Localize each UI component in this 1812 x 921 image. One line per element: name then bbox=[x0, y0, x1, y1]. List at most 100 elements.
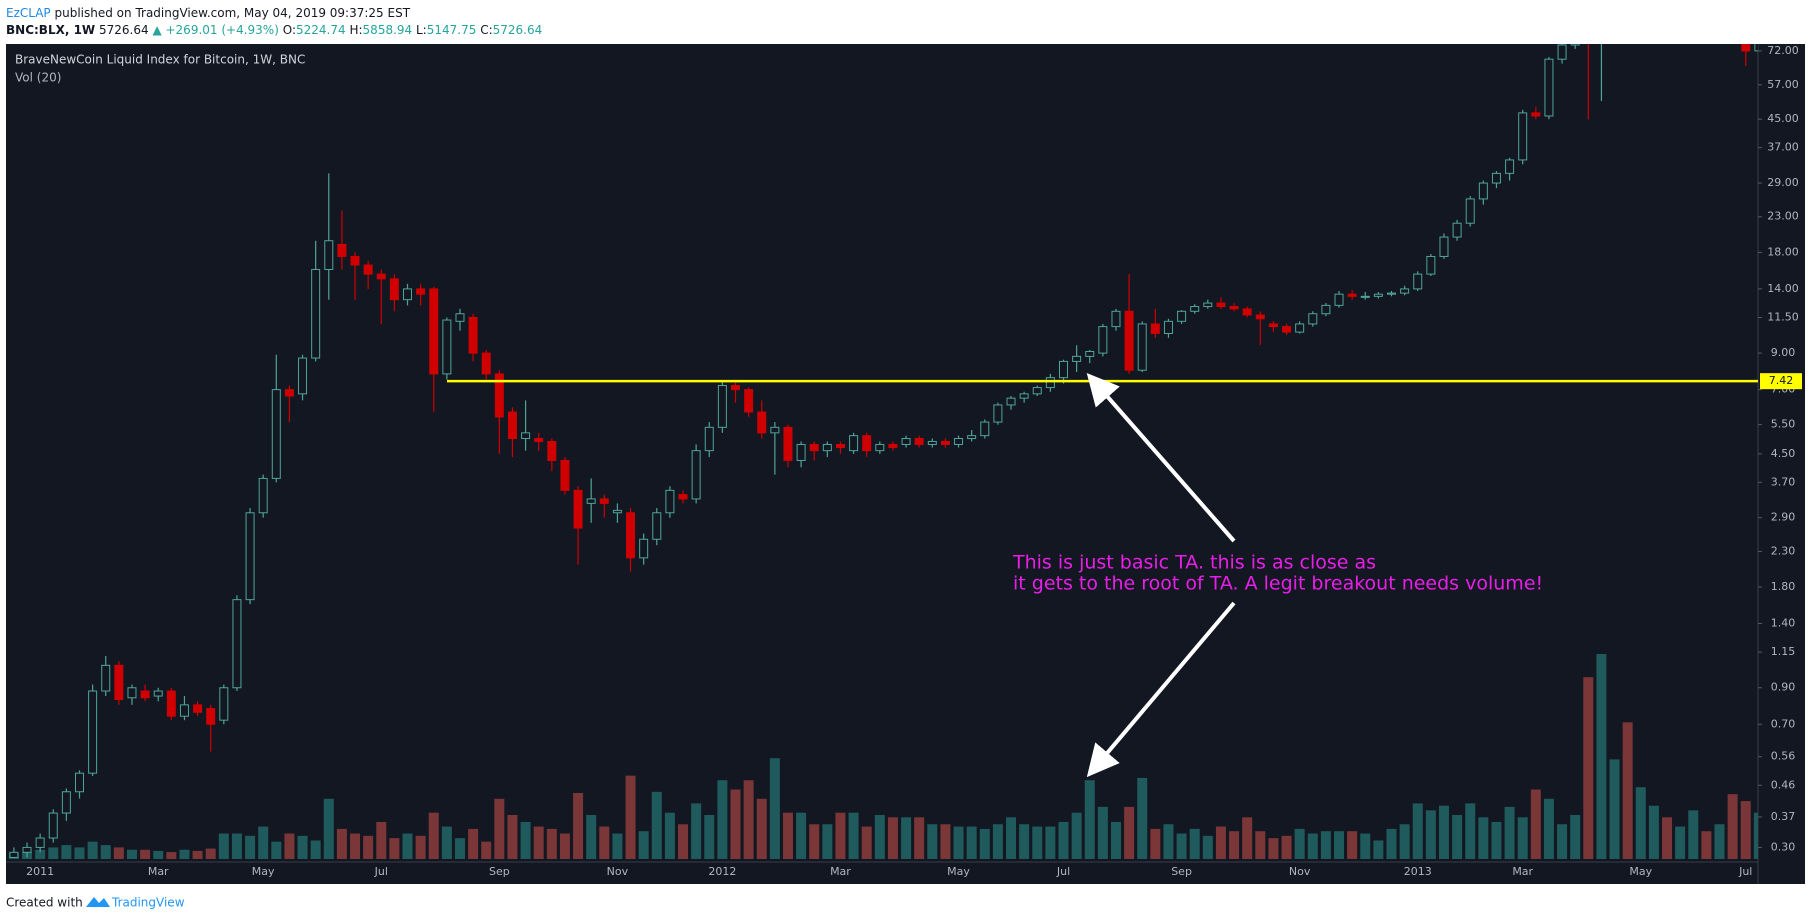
volume-bar bbox=[1504, 806, 1515, 859]
volume-bar bbox=[271, 841, 282, 859]
candle-body bbox=[888, 443, 898, 449]
candle-body bbox=[809, 443, 819, 452]
volume-bar bbox=[1648, 805, 1659, 859]
volume-bar bbox=[1727, 794, 1738, 859]
candle-body bbox=[219, 687, 229, 721]
volume-bar bbox=[1478, 817, 1489, 859]
y-tick-label: 57.00 bbox=[1767, 78, 1799, 91]
volume-bar bbox=[87, 841, 98, 859]
volume-bar bbox=[245, 835, 256, 859]
candle-body bbox=[691, 450, 701, 500]
volume-bar bbox=[1019, 824, 1030, 859]
candle-body bbox=[1439, 236, 1449, 257]
candle-body bbox=[61, 791, 71, 814]
candle-body bbox=[665, 489, 675, 514]
y-tick-label: 11.50 bbox=[1767, 310, 1799, 323]
candle-body bbox=[599, 498, 609, 504]
candle-body bbox=[1190, 306, 1200, 312]
x-tick-label: Mar bbox=[148, 865, 169, 878]
candle-body bbox=[1282, 326, 1292, 333]
candle-body bbox=[1518, 112, 1528, 161]
candle-body bbox=[954, 438, 964, 445]
candle-body bbox=[1111, 310, 1121, 328]
change: ▲ +269.01 (+4.93%) bbox=[152, 23, 278, 37]
candle-body bbox=[927, 440, 937, 445]
candle-body bbox=[901, 438, 911, 445]
candle-body bbox=[1478, 182, 1488, 200]
x-tick-label: Jul bbox=[374, 865, 388, 878]
candle-body bbox=[389, 278, 399, 301]
volume-bar bbox=[310, 840, 321, 859]
volume-bar bbox=[1097, 806, 1108, 859]
volume-bar bbox=[1268, 838, 1279, 859]
candle-body bbox=[1177, 310, 1187, 322]
ohlc-value: 5147.75 bbox=[427, 23, 477, 37]
x-tick-label: Sep bbox=[1171, 865, 1192, 878]
candle-body bbox=[573, 489, 583, 529]
candle-body bbox=[468, 316, 478, 354]
candle-body bbox=[1019, 393, 1029, 399]
volume-bar bbox=[1688, 810, 1699, 859]
volume-bar bbox=[1543, 798, 1554, 859]
candle-body bbox=[1098, 326, 1108, 354]
author[interactable]: EzCLAP bbox=[6, 6, 51, 20]
candle-body bbox=[179, 704, 189, 717]
candle-body bbox=[1045, 377, 1055, 389]
candle-body bbox=[1059, 360, 1068, 379]
y-tick-label: 2.30 bbox=[1771, 544, 1796, 557]
candle-body bbox=[271, 389, 281, 479]
candle-body bbox=[835, 443, 845, 449]
footer-brand[interactable]: TradingView bbox=[111, 896, 185, 910]
y-tick-label: 23.00 bbox=[1767, 210, 1799, 223]
candle-body bbox=[232, 599, 242, 689]
x-tick-label: Mar bbox=[1512, 865, 1533, 878]
volume-bar bbox=[1452, 814, 1463, 859]
volume-bar bbox=[1334, 831, 1345, 859]
candle-body bbox=[1741, 44, 1751, 52]
candle-layer bbox=[9, 44, 1758, 858]
candle-body bbox=[1465, 198, 1475, 224]
volume-bar bbox=[704, 814, 715, 859]
volume-bar bbox=[350, 833, 361, 859]
candle-body bbox=[324, 240, 334, 270]
x-tick-label: Jul bbox=[1056, 865, 1070, 878]
volume-bar bbox=[468, 828, 479, 859]
volume-bar bbox=[861, 826, 872, 859]
candle-body bbox=[22, 846, 32, 853]
volume-bar bbox=[953, 826, 964, 859]
volume-bar bbox=[126, 849, 137, 859]
symbol: BNC:BLX, 1W bbox=[6, 23, 95, 37]
candle-body bbox=[1544, 58, 1554, 117]
ohlc-value: 5224.74 bbox=[296, 23, 346, 37]
candle-body bbox=[337, 244, 347, 257]
volume-bar bbox=[901, 817, 912, 859]
volume-bar bbox=[113, 847, 124, 859]
candle-body bbox=[1124, 310, 1134, 371]
candle-body bbox=[1334, 293, 1344, 306]
byline: EzCLAP published on TradingView.com, May… bbox=[6, 6, 411, 20]
volume-bar bbox=[1675, 826, 1686, 859]
volume-bar bbox=[1635, 787, 1646, 859]
chart-title: BraveNewCoin Liquid Index for Bitcoin, 1… bbox=[15, 53, 305, 67]
volume-bar bbox=[822, 824, 833, 859]
volume-bar bbox=[1373, 840, 1384, 859]
candle-body bbox=[940, 440, 950, 445]
y-tick-label: 4.50 bbox=[1771, 447, 1796, 460]
candle-body bbox=[1505, 159, 1515, 174]
candle-body bbox=[1754, 44, 1758, 52]
y-tick-label: 0.37 bbox=[1771, 810, 1796, 823]
candle-body bbox=[1032, 387, 1042, 395]
volume-bar bbox=[35, 849, 46, 859]
candle-body bbox=[416, 288, 426, 295]
volume-bar bbox=[1517, 817, 1528, 859]
volume-layer bbox=[8, 654, 1758, 859]
volume-bar bbox=[1438, 805, 1449, 859]
candle-body bbox=[127, 687, 137, 699]
volume-bar bbox=[454, 838, 465, 859]
candle-body bbox=[429, 288, 439, 375]
x-tick-label: 2011 bbox=[26, 865, 54, 878]
candle-body bbox=[652, 512, 662, 540]
candle-body bbox=[612, 509, 622, 514]
candle-body bbox=[521, 432, 531, 440]
volume-bar bbox=[258, 826, 269, 859]
